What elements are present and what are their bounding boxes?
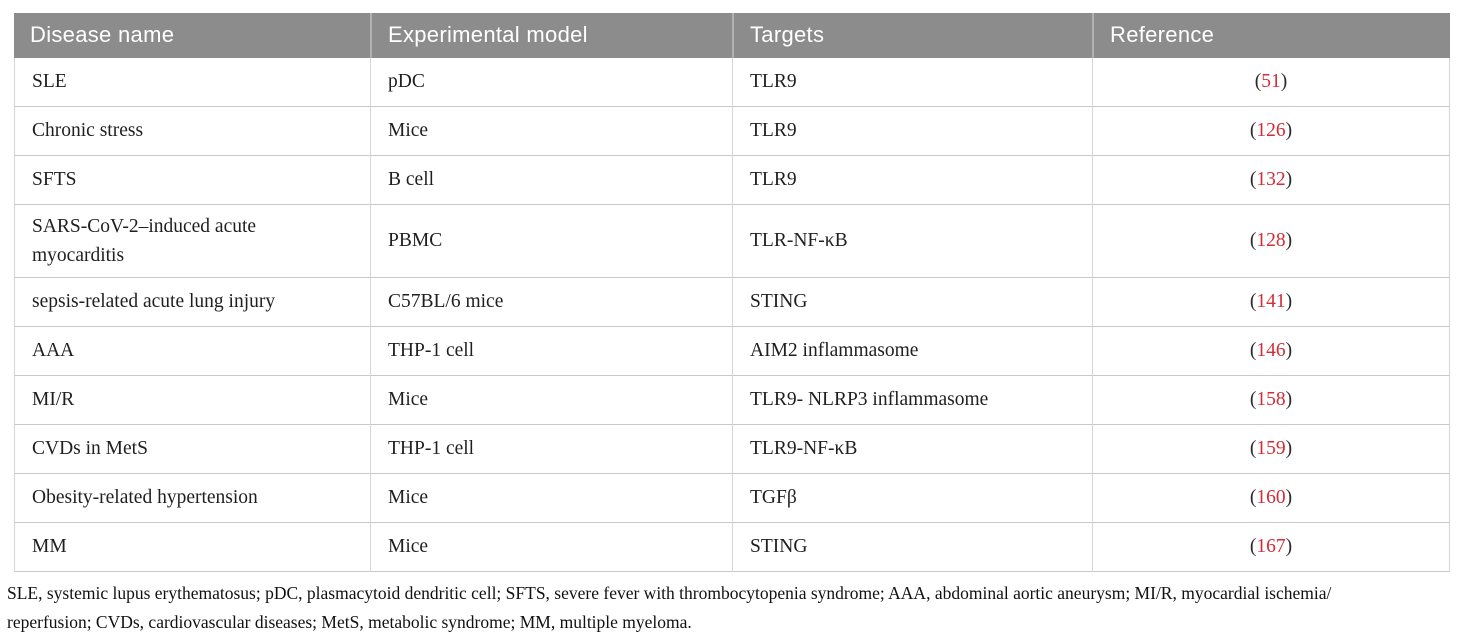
reference-citation-link[interactable]: 51 [1261,71,1281,92]
paren-open: ( [1249,389,1257,410]
reference-cell: (160) [1092,474,1450,523]
reference-citation-link[interactable]: 146 [1256,340,1286,361]
paren-close: ) [1280,71,1288,92]
paren-close: ) [1285,389,1293,410]
table-row: MI/R Mice TLR9- NLRP3 inflammasome (158) [14,376,1450,425]
column-header-experimental-model: Experimental model [370,13,732,58]
target-cell: STING [732,523,1092,572]
model-cell: pDC [370,58,732,107]
reference-cell: (128) [1092,205,1450,278]
paren-close: ) [1285,230,1293,251]
table-footnote: SLE, systemic lupus erythematosus; pDC, … [7,579,1452,632]
reference-cell: (126) [1092,107,1450,156]
table-row: Obesity-related hypertension Mice TGFβ (… [14,474,1450,523]
table-header-row: Disease name Experimental model Targets … [14,13,1450,58]
table-row: MM Mice STING (167) [14,523,1450,572]
reference-cell: (146) [1092,327,1450,376]
reference-cell: (51) [1092,58,1450,107]
paren-close: ) [1285,169,1293,190]
paren-open: ( [1249,291,1257,312]
disease-cell: AAA [14,327,370,376]
paren-open: ( [1249,487,1257,508]
model-cell: Mice [370,474,732,523]
paren-close: ) [1285,340,1293,361]
disease-cell: MI/R [14,376,370,425]
disease-targets-table: Disease name Experimental model Targets … [14,13,1450,572]
model-cell: C57BL/6 mice [370,278,732,327]
paren-close: ) [1285,438,1293,459]
footnote-line: SLE, systemic lupus erythematosus; pDC, … [7,583,1332,603]
reference-citation-link[interactable]: 160 [1256,487,1286,508]
model-cell: Mice [370,107,732,156]
paren-close: ) [1285,487,1293,508]
column-header-disease-name: Disease name [14,13,370,58]
reference-citation-link[interactable]: 126 [1256,120,1286,141]
reference-cell: (159) [1092,425,1450,474]
reference-citation-link[interactable]: 159 [1256,438,1286,459]
disease-cell: SLE [14,58,370,107]
disease-cell: MM [14,523,370,572]
paren-open: ( [1249,438,1257,459]
model-cell: THP-1 cell [370,425,732,474]
reference-citation-link[interactable]: 158 [1256,389,1286,410]
reference-cell: (141) [1092,278,1450,327]
disease-cell: CVDs in MetS [14,425,370,474]
model-cell: Mice [370,376,732,425]
paren-open: ( [1249,230,1257,251]
target-cell: TLR9 [732,156,1092,205]
target-cell: AIM2 inflammasome [732,327,1092,376]
target-cell: TGFβ [732,474,1092,523]
reference-cell: (132) [1092,156,1450,205]
table-row: CVDs in MetS THP-1 cell TLR9-NF-κB (159) [14,425,1450,474]
column-header-reference: Reference [1092,13,1450,58]
disease-cell: SARS-CoV-2–induced acute myocarditis [14,205,370,278]
target-cell: TLR9-NF-κB [732,425,1092,474]
model-cell: PBMC [370,205,732,278]
model-cell: THP-1 cell [370,327,732,376]
disease-cell: Chronic stress [14,107,370,156]
paren-close: ) [1285,536,1293,557]
paren-open: ( [1249,536,1257,557]
paren-open: ( [1249,340,1257,361]
target-cell: TLR9 [732,107,1092,156]
paren-close: ) [1285,291,1293,312]
model-cell: Mice [370,523,732,572]
reference-citation-link[interactable]: 141 [1256,291,1286,312]
table-row: SLE pDC TLR9 (51) [14,58,1450,107]
reference-cell: (158) [1092,376,1450,425]
reference-cell: (167) [1092,523,1450,572]
reference-citation-link[interactable]: 167 [1256,536,1286,557]
paren-open: ( [1249,169,1257,190]
paren-close: ) [1285,120,1293,141]
target-cell: TLR9 [732,58,1092,107]
paren-open: ( [1254,71,1262,92]
target-cell: TLR9- NLRP3 inflammasome [732,376,1092,425]
table-row: Chronic stress Mice TLR9 (126) [14,107,1450,156]
table-row: SARS-CoV-2–induced acute myocarditis PBM… [14,205,1450,278]
target-cell: TLR-NF-κB [732,205,1092,278]
reference-citation-link[interactable]: 132 [1256,169,1286,190]
target-cell: STING [732,278,1092,327]
footnote-line: reperfusion; CVDs, cardiovascular diseas… [7,612,692,632]
table-row: sepsis-related acute lung injury C57BL/6… [14,278,1450,327]
reference-citation-link[interactable]: 128 [1256,230,1286,251]
paren-open: ( [1249,120,1257,141]
table-row: AAA THP-1 cell AIM2 inflammasome (146) [14,327,1450,376]
table-row: SFTS B cell TLR9 (132) [14,156,1450,205]
disease-cell: SFTS [14,156,370,205]
model-cell: B cell [370,156,732,205]
disease-cell: sepsis-related acute lung injury [14,278,370,327]
disease-cell: Obesity-related hypertension [14,474,370,523]
column-header-targets: Targets [732,13,1092,58]
